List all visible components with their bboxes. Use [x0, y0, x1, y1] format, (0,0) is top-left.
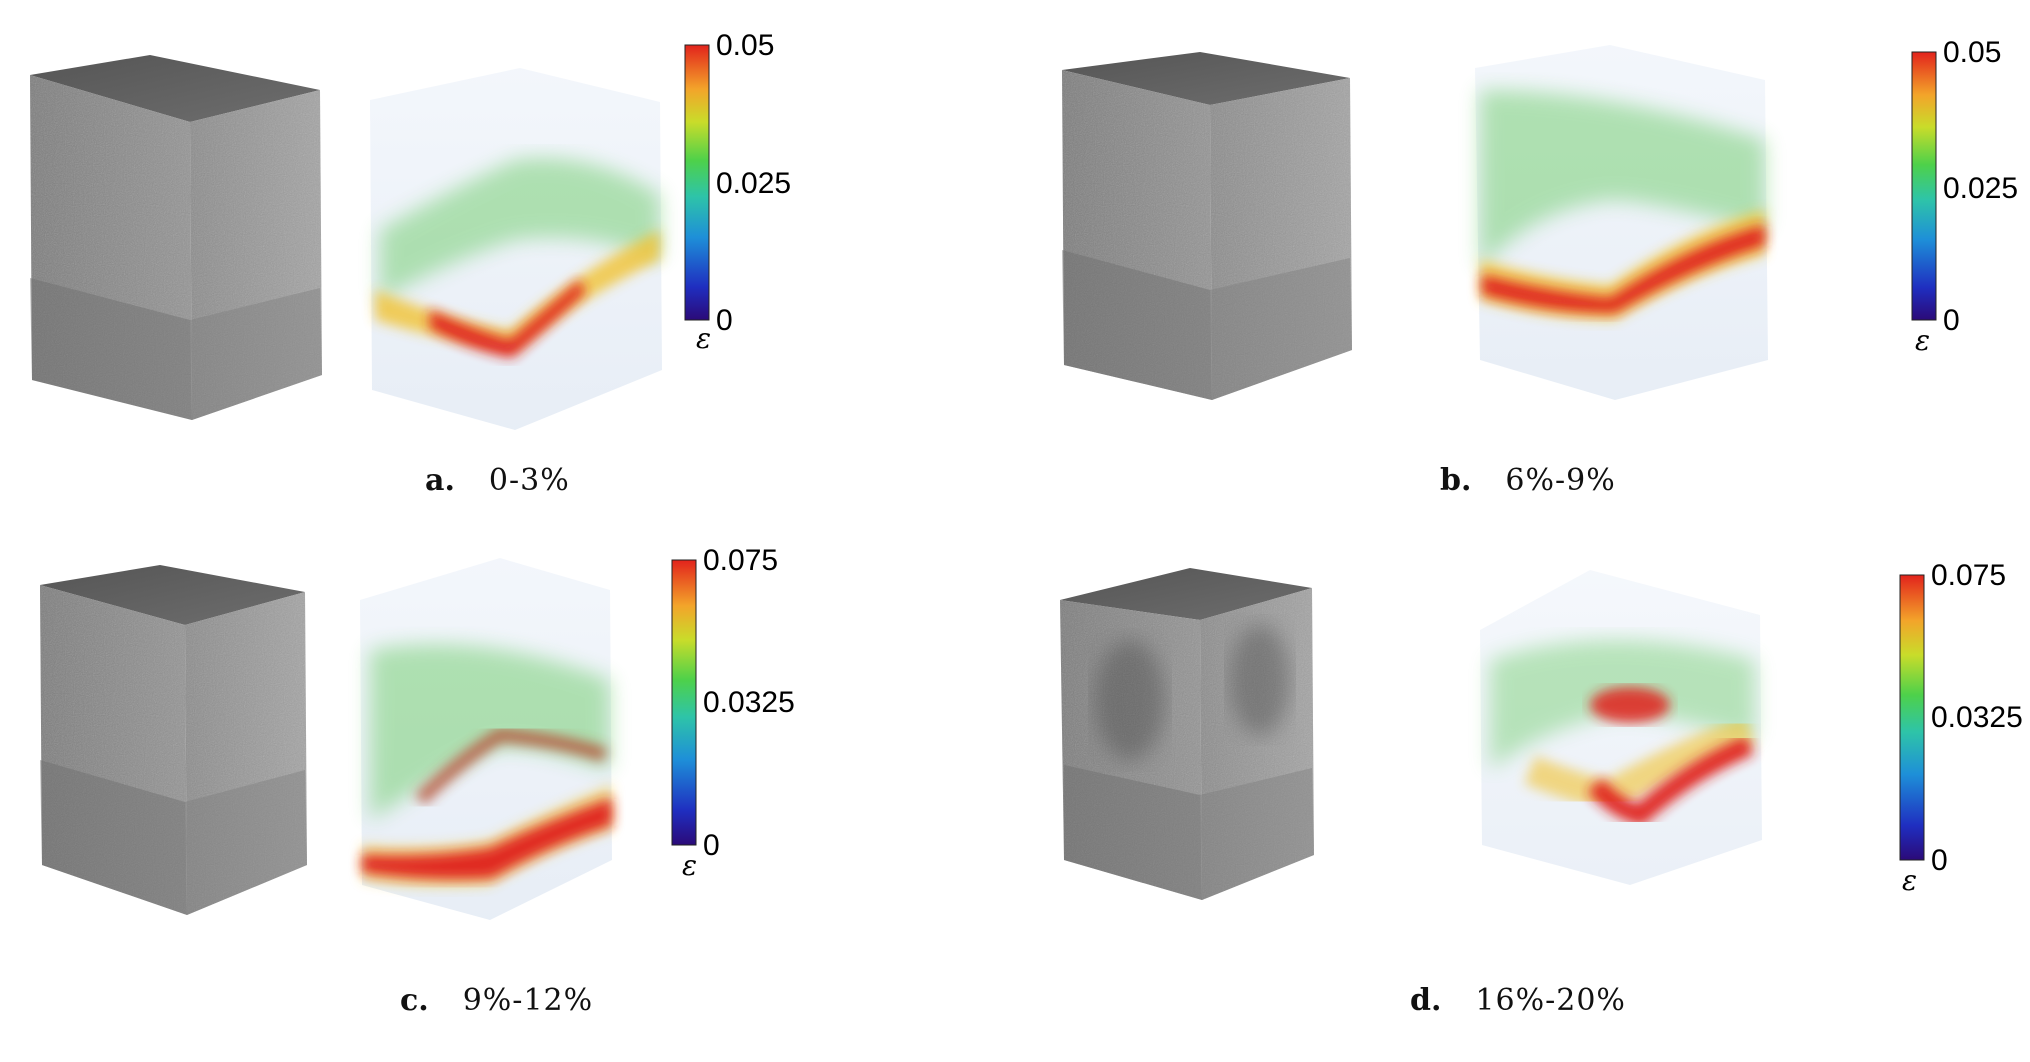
caption-d: d. 16%-20%: [1410, 983, 1626, 1018]
specimen-texture-right: [1210, 78, 1352, 400]
specimen-texture-left: [40, 585, 187, 915]
panel-d-colorbar: 0.075 0.0325 0 ε: [1899, 559, 2023, 897]
colorbar-symbol: ε: [696, 322, 711, 355]
colorbar-gradient: [1899, 574, 1925, 861]
specimen-lower-band-left: [1062, 250, 1212, 400]
specimen-lower-band-right: [185, 770, 307, 915]
colorbar-max-label: 0.075: [1931, 559, 2006, 592]
colorbar-max-label: 0.05: [716, 29, 774, 62]
specimen-lower-band-left: [40, 760, 187, 915]
panel-a-strain-volume: [370, 68, 662, 430]
strain-volume-outline: [370, 68, 662, 430]
specimen-texture-right: [185, 592, 307, 915]
panel-a-graphic: 0.05 0.025 0 ε: [30, 29, 791, 430]
caption-range: 9%-12%: [462, 983, 594, 1018]
panel-d-specimen: [1060, 568, 1314, 900]
caption-range: 16%-20%: [1475, 983, 1626, 1018]
specimen-top-face: [40, 565, 305, 625]
colorbar-symbol: ε: [1902, 864, 1917, 897]
panel-c: 0.075 0.0325 0 ε: [20, 540, 920, 960]
panel-a-colorbar: 0.05 0.025 0 ε: [684, 29, 791, 355]
panel-b-colorbar: 0.05 0.025 0 ε: [1911, 36, 2018, 357]
caption-range: 6%-9%: [1505, 463, 1616, 498]
panel-c-specimen: [40, 565, 307, 915]
specimen-texture-left: [1062, 70, 1212, 400]
colorbar-max-label: 0.075: [703, 544, 778, 577]
colorbar-symbol: ε: [1915, 324, 1930, 357]
specimen-top-face: [1060, 568, 1312, 620]
colorbar-max-label: 0.05: [1943, 36, 2001, 69]
colorbar-min-label: 0: [703, 829, 720, 862]
caption-range: 0-3%: [488, 463, 570, 498]
panel-d: 0.075 0.0325 0 ε: [1050, 540, 2023, 960]
colorbar-gradient: [684, 44, 710, 321]
colorbar-mid-label: 0.0325: [1931, 701, 2023, 734]
specimen-lower-band-left: [30, 278, 192, 420]
specimen-top-face: [1062, 52, 1350, 105]
colorbar-mid-label: 0.025: [716, 167, 791, 200]
specimen-damage-left: [1095, 640, 1165, 760]
strain-high-band: [1482, 225, 1765, 313]
colorbar-min-label: 0: [1931, 844, 1948, 877]
specimen-top-face: [30, 55, 320, 122]
strain-mid-zone: [370, 644, 610, 820]
caption-b: b. 6%-9%: [1440, 463, 1616, 498]
strain-hotspot: [1590, 687, 1670, 723]
panel-c-colorbar: 0.075 0.0325 0 ε: [671, 544, 795, 882]
colorbar-symbol: ε: [682, 849, 697, 882]
specimen-damage-right: [1230, 625, 1290, 735]
colorbar-gradient: [671, 559, 697, 846]
specimen-lower-band-right: [1210, 258, 1352, 400]
caption-letter: d.: [1410, 983, 1442, 1018]
colorbar-mid-label: 0.0325: [703, 686, 795, 719]
panel-a-specimen: [30, 55, 322, 420]
specimen-texture-left: [30, 75, 192, 420]
caption-c: c. 9%-12%: [400, 983, 593, 1018]
specimen-texture-right: [190, 90, 322, 420]
caption-letter: a.: [425, 463, 455, 498]
strain-mid-zone: [380, 158, 660, 300]
caption-a: a. 0-3%: [425, 463, 570, 498]
colorbar-mid-label: 0.025: [1943, 172, 2018, 205]
panel-c-graphic: 0.075 0.0325 0 ε: [40, 544, 795, 920]
panel-d-graphic: 0.075 0.0325 0 ε: [1060, 559, 2023, 900]
specimen-lower-band-left: [1064, 765, 1202, 900]
specimen-lower-band-right: [190, 288, 322, 420]
strain-upper-shear-band: [415, 727, 608, 805]
colorbar-gradient: [1911, 51, 1937, 321]
panel-d-strain-volume: [1480, 570, 1762, 885]
panel-a: 0.05 0.025 0 ε: [20, 29, 920, 450]
panel-b-strain-volume: [1475, 45, 1768, 400]
panel-b-specimen: [1062, 52, 1352, 400]
strain-mid-zone: [1480, 90, 1765, 270]
strain-high-band: [362, 798, 612, 880]
panel-b-graphic: 0.05 0.025 0 ε: [1062, 36, 2018, 400]
colorbar-min-label: 0: [716, 304, 733, 337]
specimen-lower-band-right: [1200, 768, 1314, 900]
caption-letter: b.: [1440, 463, 1472, 498]
panel-c-strain-volume: [360, 558, 612, 920]
strain-high-band: [430, 280, 585, 358]
panel-b: 0.05 0.025 0 ε: [1050, 30, 2018, 450]
caption-letter: c.: [400, 983, 429, 1018]
strain-high-band: [1587, 735, 1754, 827]
colorbar-min-label: 0: [1943, 304, 1960, 337]
